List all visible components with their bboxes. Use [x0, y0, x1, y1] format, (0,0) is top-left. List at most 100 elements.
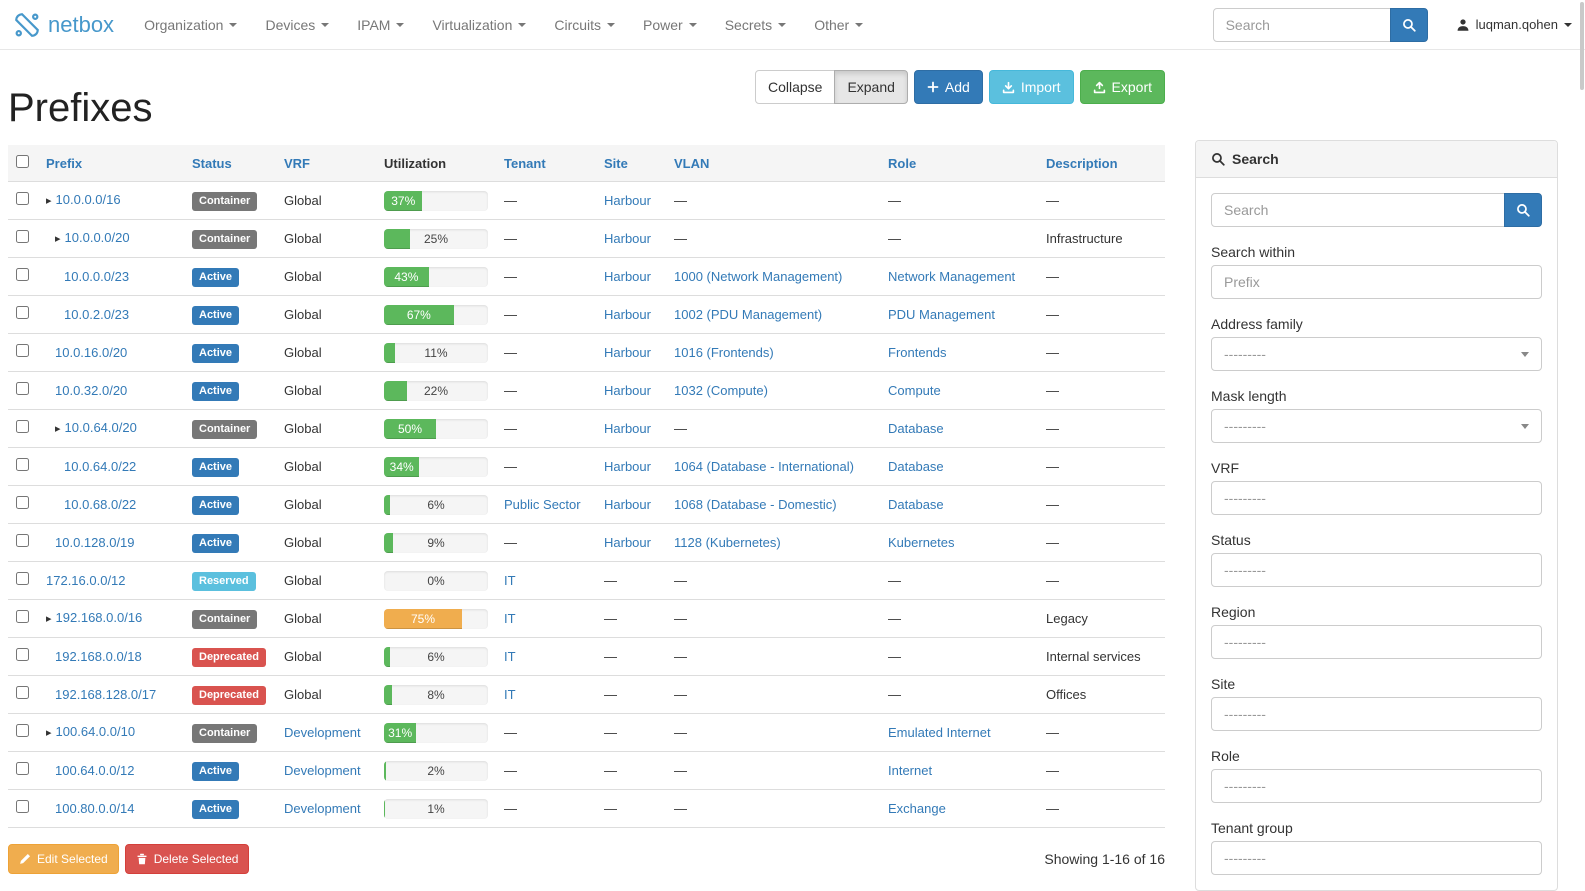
tenant-link[interactable]: IT	[504, 686, 516, 702]
row-checkbox[interactable]	[16, 305, 29, 319]
column-header-label[interactable]: Tenant	[504, 155, 546, 171]
site-link[interactable]: Harbour	[604, 268, 651, 284]
column-header-label[interactable]: VRF	[284, 155, 310, 171]
user-menu[interactable]: luqman.qohen	[1456, 17, 1572, 32]
nav-item-circuits[interactable]: Circuits	[540, 0, 629, 50]
collapse-button[interactable]: Collapse	[754, 70, 836, 104]
role-link[interactable]: Compute	[888, 382, 941, 398]
filter-filter-site[interactable]: ---------	[1211, 697, 1542, 731]
vrf-link[interactable]: Development	[284, 800, 361, 816]
prefix-link[interactable]: 100.64.0.0/10	[55, 724, 136, 739]
row-checkbox[interactable]	[16, 381, 29, 395]
tenant-link[interactable]: IT	[504, 610, 516, 626]
filter-select-mask-length[interactable]: ---------	[1211, 409, 1542, 443]
row-checkbox[interactable]	[16, 457, 29, 471]
vlan-link[interactable]: 1016 (Frontends)	[674, 344, 774, 360]
role-link[interactable]: Network Management	[888, 268, 1016, 284]
row-checkbox[interactable]	[16, 229, 29, 243]
nav-item-secrets[interactable]: Secrets	[711, 0, 800, 50]
column-header-label[interactable]: Role	[888, 155, 917, 171]
prefix-link[interactable]: 10.0.128.0/19	[55, 534, 135, 550]
row-checkbox[interactable]	[16, 609, 29, 623]
row-checkbox[interactable]	[16, 191, 29, 205]
prefix-link[interactable]: 192.168.0.0/18	[55, 648, 142, 664]
export-button[interactable]: Export	[1079, 70, 1165, 104]
tenant-link[interactable]: IT	[504, 648, 516, 664]
vlan-link[interactable]: 1002 (PDU Management)	[674, 306, 823, 322]
prefix-link[interactable]: 100.64.0.0/12	[55, 762, 135, 778]
vlan-link[interactable]: 1128 (Kubernetes)	[674, 534, 781, 550]
column-header-label[interactable]: Description	[1046, 155, 1118, 171]
prefix-link[interactable]: 10.0.32.0/20	[55, 382, 128, 398]
role-link[interactable]: Frontends	[888, 344, 947, 360]
column-header-site[interactable]: Site	[596, 145, 666, 182]
edit-selected-button[interactable]: Edit Selected	[8, 844, 119, 874]
row-checkbox[interactable]	[16, 267, 29, 281]
vlan-link[interactable]: 1000 (Network Management)	[674, 268, 843, 284]
column-header-status[interactable]: Status	[184, 145, 276, 182]
prefix-link[interactable]: 172.16.0.0/12	[46, 572, 126, 588]
column-header-vlan[interactable]: VLAN	[666, 145, 880, 182]
nav-item-ipam[interactable]: IPAM	[343, 0, 418, 50]
column-header-label[interactable]: VLAN	[674, 155, 710, 171]
nav-item-organization[interactable]: Organization	[130, 0, 251, 50]
scrollbar-thumb[interactable]	[1580, 2, 1584, 90]
scrollbar-track[interactable]	[1580, 0, 1585, 872]
select-all-checkbox[interactable]	[16, 155, 29, 168]
filter-select-address-family[interactable]: ---------	[1211, 337, 1542, 371]
sidebar-search-button[interactable]	[1504, 193, 1542, 227]
expand-toggle-icon[interactable]: ▸	[55, 233, 61, 245]
role-link[interactable]: Exchange	[888, 800, 946, 816]
filter-input-search-within[interactable]	[1211, 265, 1542, 299]
site-link[interactable]: Harbour	[604, 382, 651, 398]
column-header-label[interactable]: Site	[604, 155, 628, 171]
role-link[interactable]: Database	[888, 458, 944, 474]
sidebar-search-input[interactable]	[1211, 193, 1505, 227]
column-header-label[interactable]: Prefix	[46, 155, 83, 171]
role-link[interactable]: PDU Management	[888, 306, 995, 322]
row-checkbox[interactable]	[16, 685, 29, 699]
global-search-button[interactable]	[1389, 7, 1428, 42]
column-header-role[interactable]: Role	[880, 145, 1038, 182]
filter-filter-region[interactable]: ---------	[1211, 625, 1542, 659]
prefix-link[interactable]: 10.0.68.0/22	[64, 496, 137, 512]
prefix-link[interactable]: 10.0.64.0/22	[64, 458, 137, 474]
prefix-link[interactable]: 10.0.0.0/23	[64, 268, 130, 284]
vrf-link[interactable]: Development	[284, 724, 361, 740]
role-link[interactable]: Emulated Internet	[888, 724, 991, 740]
expand-toggle-icon[interactable]: ▸	[46, 613, 52, 625]
site-link[interactable]: Harbour	[604, 458, 651, 474]
prefix-link[interactable]: 10.0.64.0/20	[64, 420, 137, 435]
add-button[interactable]: Add	[913, 70, 983, 104]
filter-filter-role[interactable]: ---------	[1211, 769, 1542, 803]
tenant-link[interactable]: IT	[504, 572, 516, 588]
column-header-vrf[interactable]: VRF	[276, 145, 376, 182]
nav-item-virtualization[interactable]: Virtualization	[418, 0, 540, 50]
row-checkbox[interactable]	[16, 343, 29, 357]
import-button[interactable]: Import	[988, 70, 1074, 104]
row-checkbox[interactable]	[16, 495, 29, 509]
site-link[interactable]: Harbour	[604, 306, 651, 322]
column-header-description[interactable]: Description	[1038, 145, 1165, 182]
row-checkbox[interactable]	[16, 723, 29, 737]
netbox-logo[interactable]: netbox	[13, 11, 114, 39]
expand-toggle-icon[interactable]: ▸	[46, 727, 52, 739]
global-search-input[interactable]	[1212, 7, 1391, 42]
site-link[interactable]: Harbour	[604, 496, 651, 512]
prefix-link[interactable]: 10.0.16.0/20	[55, 344, 128, 360]
role-link[interactable]: Kubernetes	[888, 534, 955, 550]
expand-button[interactable]: Expand	[834, 70, 908, 104]
prefix-link[interactable]: 10.0.0.0/16	[55, 192, 121, 207]
site-link[interactable]: Harbour	[604, 192, 651, 208]
role-link[interactable]: Database	[888, 420, 944, 436]
filter-filter-status[interactable]: ---------	[1211, 553, 1542, 587]
expand-toggle-icon[interactable]: ▸	[46, 195, 52, 207]
site-link[interactable]: Harbour	[604, 230, 651, 246]
nav-item-devices[interactable]: Devices	[251, 0, 343, 50]
vlan-link[interactable]: 1032 (Compute)	[674, 382, 768, 398]
prefix-link[interactable]: 10.0.0.0/20	[64, 230, 130, 245]
expand-toggle-icon[interactable]: ▸	[55, 423, 61, 435]
delete-selected-button[interactable]: Delete Selected	[124, 844, 250, 874]
prefix-link[interactable]: 100.80.0.0/14	[55, 800, 135, 816]
column-header-tenant[interactable]: Tenant	[496, 145, 596, 182]
